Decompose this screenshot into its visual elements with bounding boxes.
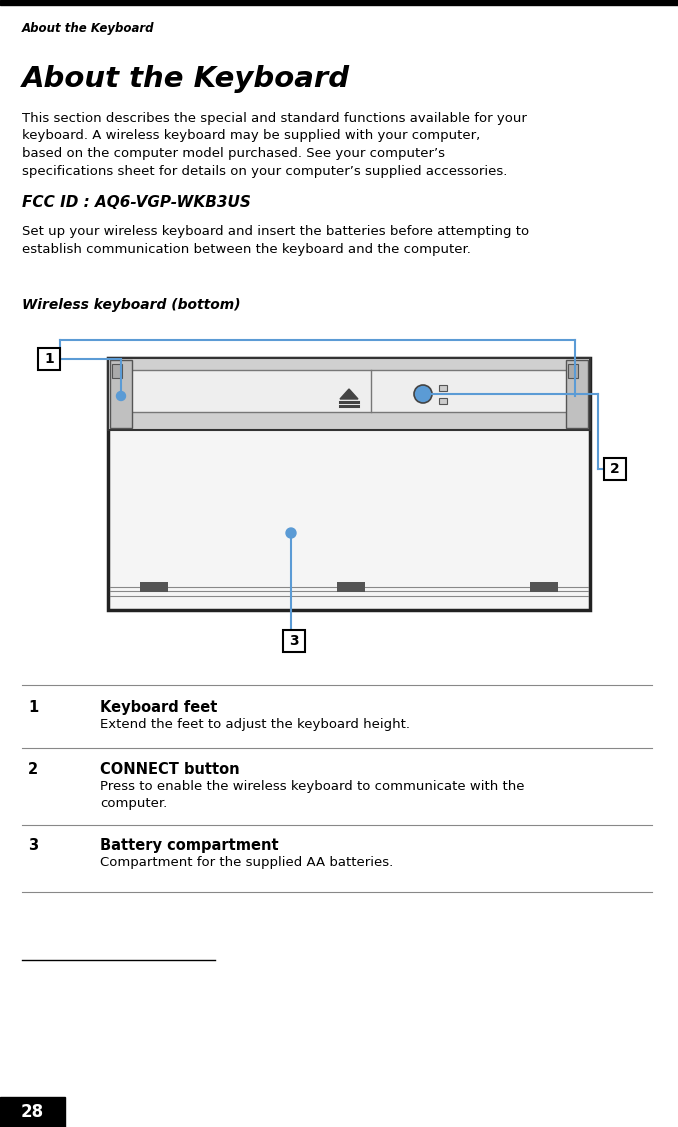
Bar (566, 360, 588, 428)
Circle shape (286, 529, 296, 538)
Bar (108, 358, 590, 431)
Bar (337, 582, 365, 592)
Text: FCC ID : AQ6-VGP-WKB3US: FCC ID : AQ6-VGP-WKB3US (22, 195, 251, 210)
Text: About the Keyboard: About the Keyboard (22, 23, 155, 35)
Text: This section describes the special and standard functions available for your
key: This section describes the special and s… (22, 112, 527, 177)
Text: About the Keyboard: About the Keyboard (22, 65, 350, 94)
Text: CONNECT button: CONNECT button (100, 762, 239, 777)
Text: Set up your wireless keyboard and insert the batteries before attempting to
esta: Set up your wireless keyboard and insert… (22, 225, 529, 256)
Bar (112, 364, 122, 378)
Text: Wireless keyboard (bottom): Wireless keyboard (bottom) (22, 298, 241, 312)
Text: Compartment for the supplied AA batteries.: Compartment for the supplied AA batterie… (100, 857, 393, 869)
Text: Press to enable the wireless keyboard to communicate with the
computer.: Press to enable the wireless keyboard to… (100, 780, 525, 810)
Bar (38, 348, 60, 370)
Bar (604, 458, 626, 480)
Bar (530, 582, 558, 592)
Text: Extend the feet to adjust the keyboard height.: Extend the feet to adjust the keyboard h… (100, 718, 410, 731)
Text: 3: 3 (290, 635, 299, 648)
Text: 1: 1 (44, 352, 54, 366)
Text: 2: 2 (28, 762, 38, 777)
Bar (108, 358, 590, 610)
Bar (439, 398, 447, 403)
Bar (110, 360, 132, 428)
Bar (108, 358, 590, 431)
Text: Keyboard feet: Keyboard feet (100, 700, 218, 715)
Bar (0, 1097, 65, 1127)
Bar (568, 364, 578, 378)
Polygon shape (340, 389, 358, 399)
Circle shape (117, 391, 125, 400)
Text: 2: 2 (610, 462, 620, 476)
Text: 3: 3 (28, 838, 38, 853)
Bar (439, 385, 447, 391)
Text: Battery compartment: Battery compartment (100, 838, 279, 853)
Circle shape (414, 385, 432, 403)
Text: 1: 1 (28, 700, 38, 715)
Bar (0, 0, 678, 5)
Bar (283, 630, 305, 653)
Text: 28: 28 (20, 1103, 43, 1121)
Bar (120, 370, 578, 412)
Bar (140, 582, 168, 592)
